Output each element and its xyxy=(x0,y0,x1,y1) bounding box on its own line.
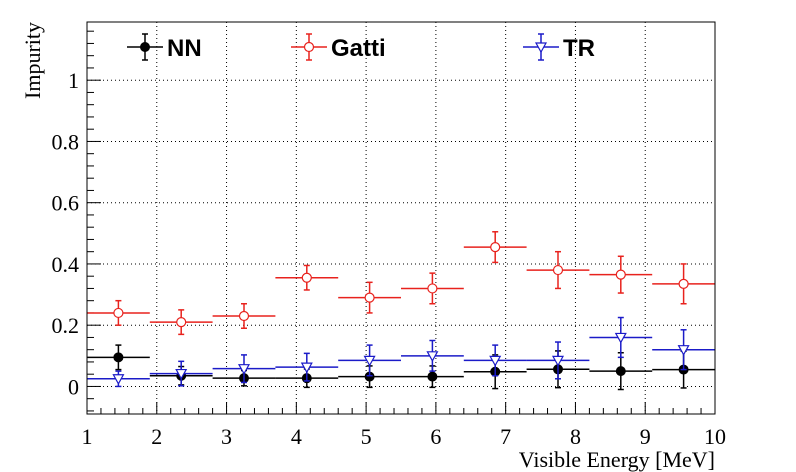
x-axis-title: Visible Energy [MeV] xyxy=(519,447,715,472)
series-gatti xyxy=(87,231,715,336)
gatti-marker xyxy=(552,264,564,276)
data-series xyxy=(87,231,715,391)
legend: NN Gatti TR xyxy=(127,33,595,62)
tr-marker xyxy=(112,374,125,386)
gatti-marker xyxy=(176,317,187,328)
gatti-point-10 xyxy=(652,263,715,305)
tr-marker xyxy=(300,362,313,374)
gatti-marker xyxy=(678,278,689,289)
gatti-point-2 xyxy=(149,309,213,336)
gatti-point-8 xyxy=(526,250,590,290)
y-tick-label-1: 1 xyxy=(68,68,79,93)
legend-label-nn: NN xyxy=(167,35,202,62)
tr-point-5 xyxy=(338,344,401,377)
nn-marker xyxy=(427,371,438,382)
y-tick-label-0.2: 0.2 xyxy=(52,313,80,338)
tr-marker xyxy=(237,364,251,375)
x-tick-label-2: 2 xyxy=(151,424,162,449)
tr-marker xyxy=(489,355,502,367)
nn-marker xyxy=(615,366,626,377)
nn-point-1 xyxy=(87,344,150,371)
tr-marker xyxy=(551,355,565,367)
gatti-point-7 xyxy=(463,231,527,264)
tr-marker xyxy=(363,355,376,367)
x-tick-label-8: 8 xyxy=(570,424,581,449)
x-tick-label-4: 4 xyxy=(291,424,302,449)
tr-marker xyxy=(426,351,439,363)
tr-point-2 xyxy=(149,360,213,387)
gatti-marker xyxy=(364,292,375,303)
tr-point-9 xyxy=(589,316,653,359)
y-axis-title: Impurity xyxy=(20,22,45,99)
gatti-marker xyxy=(490,241,501,253)
legend-marker-nn xyxy=(140,42,150,52)
gatti-marker xyxy=(301,272,312,283)
tr-point-7 xyxy=(463,344,527,377)
gatti-point-9 xyxy=(589,255,653,294)
x-tick-label-7: 7 xyxy=(500,424,511,449)
legend-label-gatti: Gatti xyxy=(331,35,386,62)
x-tick-label-5: 5 xyxy=(361,424,372,449)
legend-entry-tr: TR xyxy=(523,33,595,62)
gatti-point-1 xyxy=(87,299,150,326)
legend-marker-tr xyxy=(534,42,548,54)
series-tr xyxy=(87,316,715,388)
x-tick-label-1: 1 xyxy=(82,424,93,449)
legend-label-tr: TR xyxy=(563,35,595,62)
tr-point-6 xyxy=(401,339,464,372)
gatti-marker xyxy=(113,307,124,319)
tr-point-4 xyxy=(275,352,339,382)
x-tick-label-9: 9 xyxy=(640,424,651,449)
tick-labels: 1 2 3 4 5 6 7 8 9 10 0 0.2 0.4 0.6 0.8 1 xyxy=(52,68,727,449)
tr-marker xyxy=(677,345,690,356)
x-tick-label-3: 3 xyxy=(221,424,232,449)
plot-frame xyxy=(86,21,716,415)
tr-marker xyxy=(175,368,188,380)
gatti-marker xyxy=(238,310,250,322)
gatti-point-4 xyxy=(275,264,339,291)
legend-marker-gatti xyxy=(303,41,315,53)
tr-point-3 xyxy=(212,354,276,384)
grid-lines xyxy=(87,22,715,414)
nn-marker xyxy=(113,352,124,363)
y-tick-label-0.8: 0.8 xyxy=(52,129,80,154)
tr-point-8 xyxy=(526,341,590,380)
tr-marker xyxy=(614,332,627,344)
nn-point-9 xyxy=(589,352,653,391)
tr-point-1 xyxy=(87,370,150,388)
legend-entry-nn: NN xyxy=(127,33,202,62)
gatti-point-5 xyxy=(338,281,401,314)
gatti-point-6 xyxy=(401,272,464,305)
gatti-marker xyxy=(615,269,626,280)
x-tick-label-10: 10 xyxy=(704,424,726,449)
x-tick-label-6: 6 xyxy=(430,424,441,449)
y-tick-label-0.4: 0.4 xyxy=(52,252,80,277)
gatti-point-3 xyxy=(212,303,276,329)
y-tick-label-0.6: 0.6 xyxy=(52,191,80,216)
tr-point-10 xyxy=(652,329,715,371)
gatti-marker xyxy=(427,283,438,294)
y-tick-label-0: 0 xyxy=(68,374,79,399)
legend-entry-gatti: Gatti xyxy=(291,33,386,62)
